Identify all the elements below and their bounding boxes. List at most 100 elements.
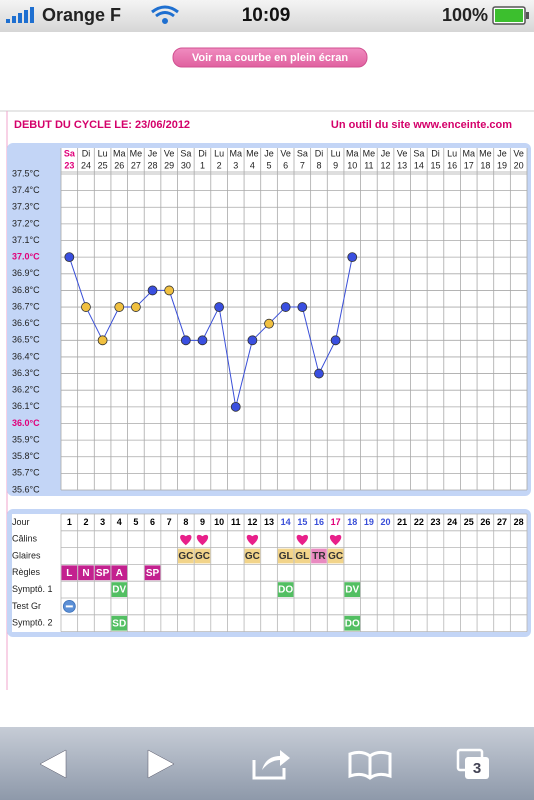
temperature-point: [230, 401, 241, 412]
day-number: 18: [347, 517, 357, 527]
x-tick-label: 10: [347, 160, 357, 170]
x-tick-label: 3: [233, 160, 238, 170]
weekday-label: Ve: [513, 148, 524, 158]
entry-label: SP: [96, 568, 110, 579]
weekday-label: Lu: [331, 148, 341, 158]
y-tick-label: 36.1°C: [12, 401, 40, 411]
y-tick-label: 36.3°C: [12, 368, 40, 378]
x-tick-label: 26: [114, 160, 124, 170]
day-number: 14: [281, 517, 291, 527]
x-tick-label: 1: [200, 160, 205, 170]
entry-cell: [294, 548, 311, 564]
y-tick-label: 37.2°C: [12, 218, 40, 228]
temperature-point: [64, 252, 75, 263]
heart-icon: [246, 534, 259, 546]
day-number: 8: [183, 517, 188, 527]
y-tick-label: 35.8°C: [12, 451, 40, 461]
x-tick-label: 5: [267, 160, 272, 170]
row-label: Glaires: [12, 550, 41, 560]
x-tick-label: 28: [148, 160, 158, 170]
temperature-point: [297, 302, 308, 312]
battery-label: 100%: [442, 5, 488, 25]
share-button[interactable]: [252, 750, 290, 780]
weekday-label: Me: [363, 148, 376, 158]
x-tick-label: 16: [447, 160, 457, 170]
y-tick-label: 36.8°C: [12, 285, 40, 295]
x-tick-label: 19: [497, 160, 507, 170]
y-tick-label: 35.7°C: [12, 468, 40, 478]
weekday-label: Di: [82, 148, 91, 158]
x-tick-label: 14: [414, 160, 424, 170]
weekday-label: Ma: [113, 148, 126, 158]
y-tick-label: 36.2°C: [12, 385, 40, 395]
temperature-point: [197, 335, 208, 346]
day-number: 24: [447, 517, 457, 527]
day-number: 22: [414, 517, 424, 527]
carrier: Orange F: [42, 5, 121, 25]
weekday-label: Me: [479, 148, 492, 158]
entry-cell: [311, 548, 327, 564]
bookmarks-button[interactable]: [348, 750, 392, 780]
entry-label: DO: [345, 618, 360, 629]
temperature-point: [180, 335, 191, 346]
cycle-start: DEBUT DU CYCLE LE: 23/06/2012: [14, 119, 190, 131]
fullscreen-button-label[interactable]: Voir ma courbe en plein écran: [192, 52, 349, 64]
signal-icon: [6, 7, 34, 23]
entry-cell: [327, 548, 344, 564]
x-tick-label: 17: [464, 160, 474, 170]
weekday-label: Ma: [462, 148, 475, 158]
entry-label: SD: [112, 618, 126, 629]
entry-cell: [78, 565, 94, 581]
weekday-label: Ve: [397, 148, 408, 158]
weekday-label: Lu: [447, 148, 457, 158]
day-number: 19: [364, 517, 374, 527]
entry-cell: [194, 548, 211, 564]
day-number: 13: [264, 517, 274, 527]
heart-icon: [329, 534, 342, 546]
temperature-point: [130, 302, 141, 312]
back-button[interactable]: [39, 749, 67, 779]
tabs-button[interactable]: [456, 748, 489, 779]
x-tick-label: 18: [480, 160, 490, 170]
tabs-count[interactable]: 3: [473, 760, 481, 777]
entry-label: A: [116, 568, 123, 579]
temperature-point: [314, 368, 324, 379]
x-tick-label: 4: [250, 160, 255, 170]
temperature-point: [347, 252, 358, 263]
day-number: 16: [314, 517, 324, 527]
day-number: 17: [331, 517, 341, 527]
forward-button[interactable]: [147, 749, 175, 779]
entry-label: DO: [278, 585, 293, 596]
y-tick-label: 36.0°C: [12, 418, 40, 428]
day-number: 28: [514, 517, 524, 527]
y-tick-label: 37.4°C: [12, 185, 40, 195]
x-tick-label: 27: [131, 160, 141, 170]
y-tick-label: 37.1°C: [12, 235, 40, 245]
day-number: 11: [231, 517, 241, 527]
fullscreen-button[interactable]: [172, 47, 368, 68]
weekday-label: Me: [130, 148, 143, 158]
day-number: 2: [83, 517, 88, 527]
weekday-label: Di: [198, 148, 207, 158]
x-tick-label: 12: [381, 160, 391, 170]
day-number: 21: [397, 517, 407, 527]
row-label: Test Gr: [12, 601, 41, 611]
temperature-point: [264, 318, 274, 329]
entry-cell: [277, 582, 294, 597]
day-number: 9: [200, 517, 205, 527]
status-bar: [0, 0, 534, 32]
y-tick-label: 35.6°C: [12, 484, 40, 494]
day-number: 12: [247, 517, 257, 527]
x-tick-label: 13: [397, 160, 407, 170]
y-tick-label: 36.4°C: [12, 351, 40, 361]
x-tick-label: 8: [316, 160, 321, 170]
temperature-point: [164, 285, 175, 296]
day-number: 6: [150, 517, 155, 527]
weekday-label: Ma: [346, 148, 359, 158]
x-tick-label: 25: [98, 160, 108, 170]
site-credit: Un outil du site www.enceinte.com: [331, 119, 512, 131]
row-label: Symptô. 1: [12, 584, 53, 594]
row-label: Câlins: [12, 534, 38, 544]
weekday-label: Sa: [297, 148, 308, 158]
day-number: 4: [117, 517, 122, 527]
